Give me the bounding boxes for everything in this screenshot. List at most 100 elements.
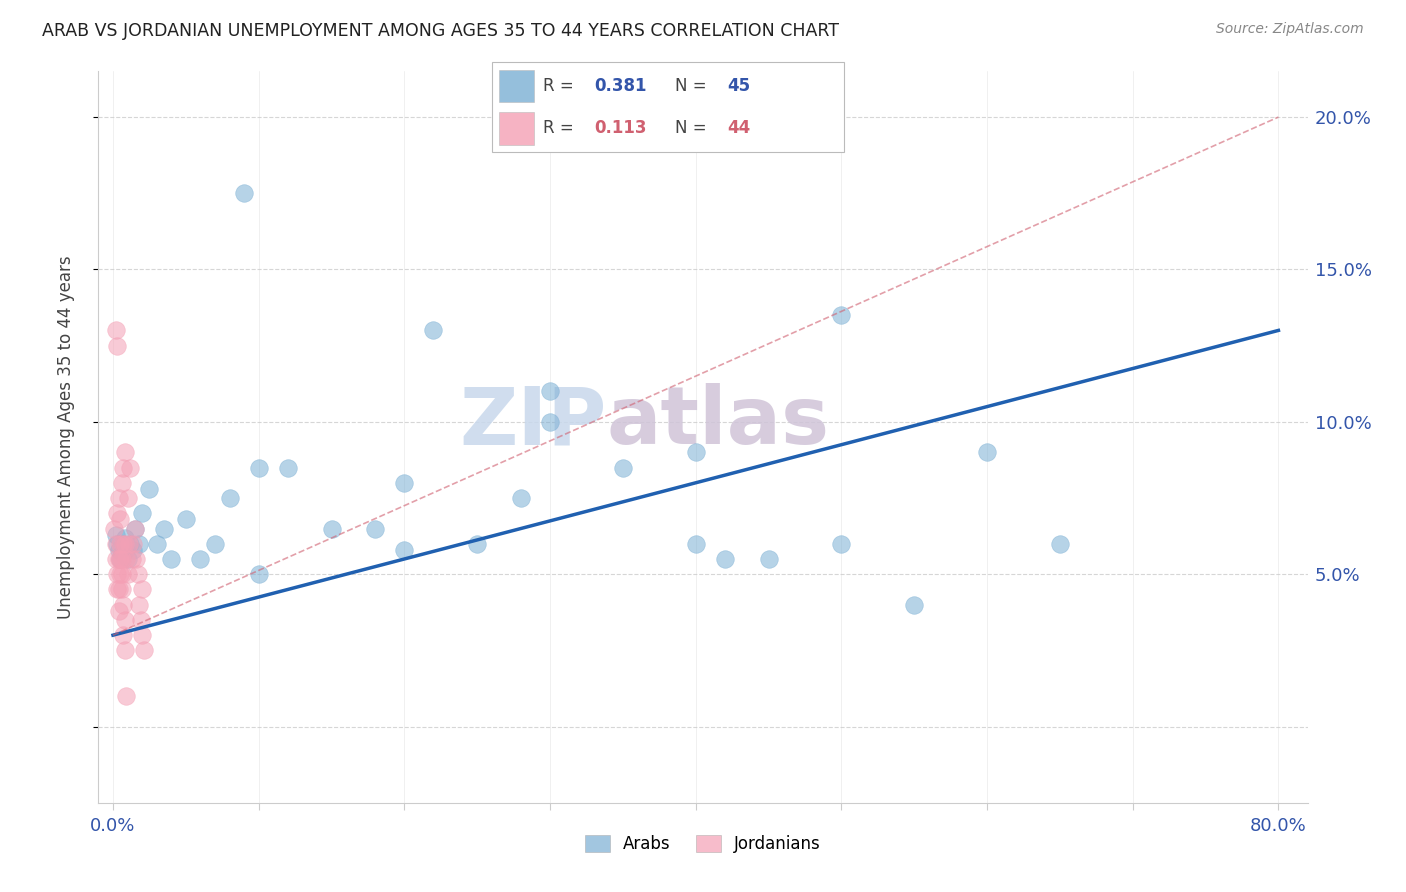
Point <box>114 643 136 657</box>
Point <box>117 552 139 566</box>
Point <box>830 308 852 322</box>
Text: 0.113: 0.113 <box>593 120 647 137</box>
Point <box>128 598 150 612</box>
Point <box>111 546 134 560</box>
Point <box>111 582 134 597</box>
Point <box>108 491 131 505</box>
Point <box>114 537 136 551</box>
Point <box>128 537 150 551</box>
Point <box>364 521 387 535</box>
Point <box>509 491 531 505</box>
Point <box>247 567 270 582</box>
Point <box>394 475 416 490</box>
Point <box>108 604 131 618</box>
Y-axis label: Unemployment Among Ages 35 to 44 years: Unemployment Among Ages 35 to 44 years <box>56 255 75 619</box>
Point <box>758 552 780 566</box>
Point <box>394 542 416 557</box>
Point <box>204 537 226 551</box>
Point <box>174 512 197 526</box>
Text: N =: N = <box>675 120 706 137</box>
Point <box>105 567 128 582</box>
Point <box>714 552 737 566</box>
Point <box>465 537 488 551</box>
Point <box>114 445 136 459</box>
Point <box>120 460 142 475</box>
Point <box>110 512 132 526</box>
Text: R =: R = <box>543 77 574 95</box>
Point <box>111 475 134 490</box>
Point <box>538 415 561 429</box>
Point <box>112 628 135 642</box>
Point <box>122 542 145 557</box>
Point <box>145 537 167 551</box>
Point <box>685 537 707 551</box>
Point <box>830 537 852 551</box>
Point <box>218 491 240 505</box>
Point <box>114 613 136 627</box>
Text: 44: 44 <box>728 120 751 137</box>
Point <box>104 527 127 541</box>
Point <box>132 643 155 657</box>
Point <box>538 384 561 399</box>
Point <box>233 186 256 201</box>
Text: R =: R = <box>543 120 574 137</box>
Point <box>422 323 444 337</box>
Point <box>110 567 132 582</box>
Point <box>131 506 153 520</box>
Point <box>105 582 128 597</box>
Point <box>903 598 925 612</box>
Point <box>120 537 142 551</box>
Point <box>247 460 270 475</box>
Point <box>122 537 145 551</box>
Point <box>118 537 141 551</box>
Point <box>612 460 634 475</box>
Point <box>153 521 176 535</box>
Point <box>111 567 134 582</box>
Point <box>108 552 131 566</box>
Point <box>112 537 135 551</box>
Point <box>115 552 138 566</box>
Point <box>131 582 153 597</box>
Point <box>110 537 132 551</box>
Text: atlas: atlas <box>606 384 830 461</box>
Text: 45: 45 <box>728 77 751 95</box>
Text: N =: N = <box>675 77 706 95</box>
FancyBboxPatch shape <box>499 112 534 145</box>
Text: ARAB VS JORDANIAN UNEMPLOYMENT AMONG AGES 35 TO 44 YEARS CORRELATION CHART: ARAB VS JORDANIAN UNEMPLOYMENT AMONG AGE… <box>42 22 839 40</box>
FancyBboxPatch shape <box>499 70 534 102</box>
Point <box>114 531 136 545</box>
Point <box>104 552 127 566</box>
Point <box>104 323 127 337</box>
Point <box>121 552 143 566</box>
Point <box>110 552 132 566</box>
Point <box>110 552 132 566</box>
Point <box>160 552 183 566</box>
Point <box>108 542 131 557</box>
Point <box>117 567 139 582</box>
Point <box>138 482 160 496</box>
Point <box>124 521 146 535</box>
Point <box>112 460 135 475</box>
Point <box>321 521 343 535</box>
Point <box>105 537 128 551</box>
Point <box>129 613 152 627</box>
Point <box>105 506 128 520</box>
Legend: Arabs, Jordanians: Arabs, Jordanians <box>585 835 821 853</box>
Text: Source: ZipAtlas.com: Source: ZipAtlas.com <box>1216 22 1364 37</box>
Point <box>131 628 153 642</box>
Point <box>117 491 139 505</box>
Point <box>277 460 299 475</box>
Point <box>111 552 134 566</box>
Point <box>115 689 138 703</box>
Point <box>112 537 135 551</box>
Text: 0.381: 0.381 <box>593 77 647 95</box>
FancyBboxPatch shape <box>492 62 844 152</box>
Point <box>115 542 138 557</box>
Point <box>108 582 131 597</box>
Point <box>104 537 127 551</box>
Text: ZIP: ZIP <box>458 384 606 461</box>
Point <box>1049 537 1071 551</box>
Point <box>105 338 128 352</box>
Point <box>190 552 212 566</box>
Point <box>127 567 149 582</box>
